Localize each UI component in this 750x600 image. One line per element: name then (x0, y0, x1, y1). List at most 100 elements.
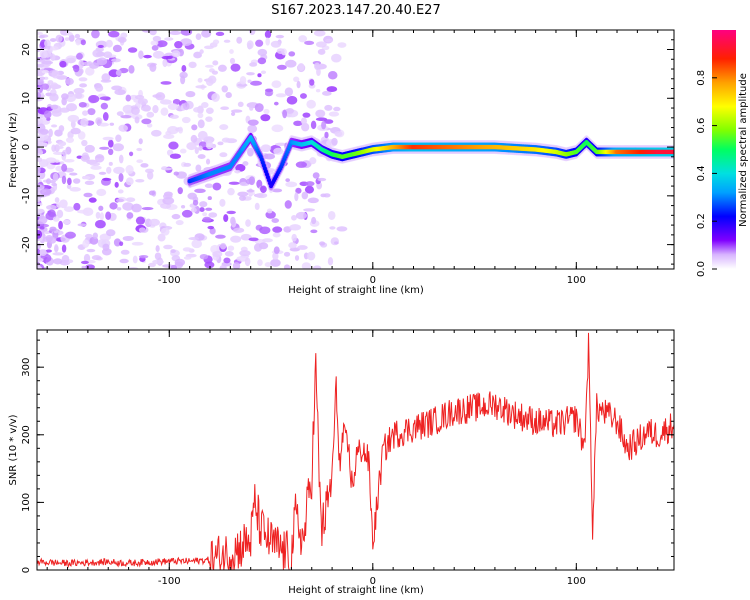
noise-blob (193, 107, 202, 113)
noise-blob (53, 258, 63, 265)
noise-blob (224, 251, 234, 257)
snr-point (311, 475, 312, 476)
noise-blob (118, 154, 124, 164)
noise-blob (128, 64, 135, 74)
noise-blob (264, 262, 272, 268)
noise-blob (303, 208, 316, 212)
noise-blob (112, 143, 124, 152)
noise-blob (146, 123, 153, 128)
noise-blob (125, 94, 132, 102)
noise-blob (302, 112, 311, 118)
snr-point (148, 561, 149, 562)
noise-blob (125, 197, 136, 203)
noise-blob (37, 141, 44, 148)
spectrogram-y-tick-label: 0 (21, 144, 32, 150)
noise-blob (37, 183, 44, 190)
snr-point (340, 475, 341, 476)
noise-blob (289, 224, 302, 231)
noise-blob (330, 237, 339, 246)
noise-blob (78, 101, 87, 108)
noise-blob (172, 98, 181, 105)
noise-blob (255, 192, 268, 199)
noise-blob (102, 177, 112, 181)
noise-blob (175, 220, 184, 226)
noise-blob (306, 99, 316, 109)
noise-blob (117, 189, 124, 194)
spectrogram-x-tick-label: 100 (567, 275, 586, 286)
noise-blob (247, 119, 259, 126)
noise-blob (39, 50, 48, 59)
noise-blob (275, 93, 287, 98)
noise-blob (37, 48, 41, 53)
noise-blob (37, 63, 45, 68)
noise-blob (52, 252, 64, 256)
noise-blob (331, 137, 338, 146)
noise-blob (92, 232, 98, 239)
snr-point (584, 448, 585, 449)
snr-point (474, 407, 475, 408)
noise-blob (94, 219, 106, 229)
snr-point (271, 542, 272, 543)
noise-blob (188, 61, 197, 69)
noise-blob (205, 77, 214, 87)
snr-point (307, 502, 308, 503)
noise-blob (45, 234, 54, 242)
noise-blob (131, 106, 140, 115)
noise-blob (102, 136, 114, 141)
noise-blob (106, 166, 112, 174)
noise-blob (263, 108, 270, 115)
noise-blob (260, 114, 271, 122)
noise-blob (98, 205, 104, 211)
noise-blob (56, 145, 64, 149)
noise-blob (37, 266, 43, 269)
snr-point (494, 404, 495, 405)
noise-blob (207, 225, 215, 230)
noise-blob (323, 119, 334, 124)
colorbar-tick-label: 0.4 (696, 165, 707, 181)
noise-blob (246, 189, 255, 193)
noise-blob (232, 262, 241, 269)
noise-blob (271, 188, 283, 193)
noise-blob (78, 77, 88, 82)
snr-point (454, 411, 455, 412)
noise-blob (226, 210, 236, 215)
noise-blob (205, 158, 211, 165)
noise-blob (245, 178, 254, 185)
noise-blob (47, 209, 56, 217)
noise-blob (58, 220, 63, 230)
noise-blob (156, 40, 168, 48)
noise-blob (204, 64, 214, 68)
noise-blob (174, 258, 186, 267)
noise-blob (284, 200, 292, 209)
noise-blob (50, 104, 59, 110)
noise-blob (205, 140, 213, 150)
noise-blob (195, 164, 202, 172)
snr-point (254, 502, 255, 503)
noise-blob (309, 79, 315, 86)
noise-blob (327, 210, 336, 220)
snr-point (606, 414, 607, 415)
noise-blob (199, 201, 208, 208)
noise-blob (271, 124, 284, 133)
noise-blob (207, 196, 212, 201)
noise-blob (37, 242, 42, 250)
noise-blob (37, 157, 43, 163)
noise-blob (197, 130, 208, 140)
noise-blob (288, 242, 297, 249)
noise-blob (66, 57, 76, 64)
noise-blob (152, 94, 162, 98)
noise-blob (152, 105, 159, 114)
noise-blob (272, 232, 281, 238)
noise-blob (239, 195, 246, 201)
noise-blob (317, 177, 327, 182)
noise-blob (301, 191, 309, 200)
noise-blob (149, 63, 157, 72)
snr-point (209, 559, 210, 560)
snr-point (627, 448, 628, 449)
noise-blob (137, 98, 148, 105)
noise-blob (326, 86, 338, 93)
noise-blob (37, 255, 42, 263)
noise-blob (169, 153, 181, 159)
